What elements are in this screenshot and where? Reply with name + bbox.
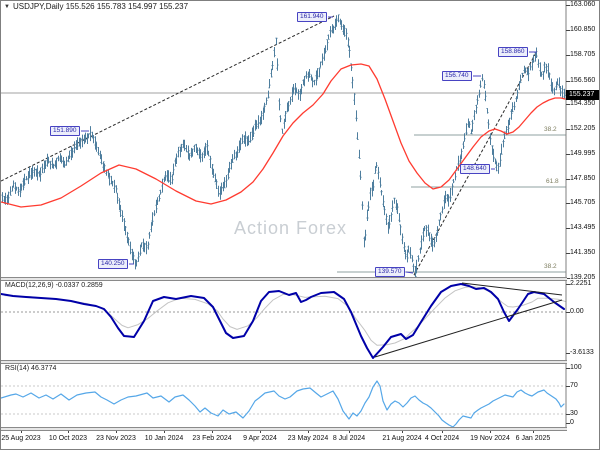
collapse-arrow-icon[interactable]: ▼	[4, 4, 10, 10]
price-callout[interactable]: 161.940	[297, 12, 327, 22]
macd-axis-label: 2.2251	[570, 280, 592, 287]
price-callout[interactable]: 156.740	[442, 71, 472, 81]
macd-trendline[interactable]	[374, 299, 563, 358]
date-axis-label: 10 Jan 2024	[144, 435, 184, 442]
watermark: Action Forex	[234, 218, 348, 238]
date-axis-label: 23 May 2024	[287, 435, 329, 442]
date-axis-label: 10 Oct 2023	[48, 435, 88, 442]
chart-title: ▼ USDJPY,Daily 155.526 155.783 154.997 15…	[4, 2, 188, 11]
callout-leader-line	[405, 271, 414, 274]
trendline-dashed[interactable]	[413, 50, 538, 276]
fib-level-label: 38.2	[544, 263, 557, 270]
macd-signal-line	[4, 286, 567, 346]
macd-trendline[interactable]	[461, 282, 563, 296]
price-callout[interactable]: 151.890	[50, 126, 80, 136]
panel-splitter	[1, 427, 567, 431]
panel-splitter[interactable]	[1, 360, 567, 364]
date-axis-label: 25 Aug 2023	[1, 435, 41, 442]
price-axis-label: 160.850	[570, 26, 596, 33]
price-callout[interactable]: 140.250	[98, 259, 128, 269]
moving-average-line	[1, 63, 566, 208]
price-axis-label: 145.705	[570, 199, 596, 206]
price-callout[interactable]: 148.640	[460, 164, 490, 174]
fib-level-label: 38.2	[544, 126, 557, 133]
panel-splitter[interactable]	[1, 277, 567, 281]
date-axis-label: 23 Feb 2024	[192, 435, 232, 442]
price-axis-label: 139.205	[570, 274, 596, 281]
fib-level-label: 61.8	[546, 178, 559, 185]
candlestick-bars	[1, 14, 566, 281]
trendline-dashed[interactable]	[1, 15, 335, 182]
date-axis-label: 23 Nov 2023	[96, 435, 136, 442]
rsi-axis-label: 100	[570, 364, 582, 371]
macd-axis-label: 0.00	[570, 308, 584, 315]
rsi-axis-label: 30	[570, 410, 578, 417]
price-axis-label: 163.060	[570, 1, 596, 8]
current-price-tag: 155.237	[566, 90, 599, 100]
rsi-axis-label: 0	[570, 419, 574, 426]
symbol-ohlc-title: USDJPY,Daily 155.526 155.783 154.997 155…	[12, 2, 189, 11]
price-axis-label: 156.560	[570, 77, 596, 84]
date-axis-label: 9 Apr 2024	[243, 435, 277, 442]
price-axis-label: 147.850	[570, 175, 596, 182]
price-callout[interactable]: 139.570	[375, 267, 405, 277]
price-axis-label: 149.995	[570, 150, 596, 157]
date-axis-label: 19 Nov 2024	[470, 435, 510, 442]
rsi-line	[1, 380, 565, 428]
price-callout[interactable]: 158.860	[498, 47, 528, 57]
rsi-axis-label: 70	[570, 382, 578, 389]
date-axis-label: 4 Oct 2024	[424, 435, 460, 442]
date-axis-label: 8 Jul 2024	[332, 435, 366, 442]
macd-indicator-label: MACD(12,26,9) -0.0337 0.2859	[5, 282, 103, 289]
price-axis-label: 143.495	[570, 224, 596, 231]
date-axis-label: 6 Jan 2025	[515, 435, 551, 442]
macd-main-line	[1, 283, 565, 359]
price-axis-label: 154.350	[570, 100, 596, 107]
price-axis-label: 158.705	[570, 51, 596, 58]
rsi-indicator-label: RSI(14) 46.3774	[5, 365, 57, 372]
price-axis-label: 141.350	[570, 249, 596, 256]
date-axis-label: 21 Aug 2024	[382, 435, 422, 442]
price-axis-label: 152.205	[570, 125, 596, 132]
macd-axis-label: -3.6133	[570, 349, 594, 356]
